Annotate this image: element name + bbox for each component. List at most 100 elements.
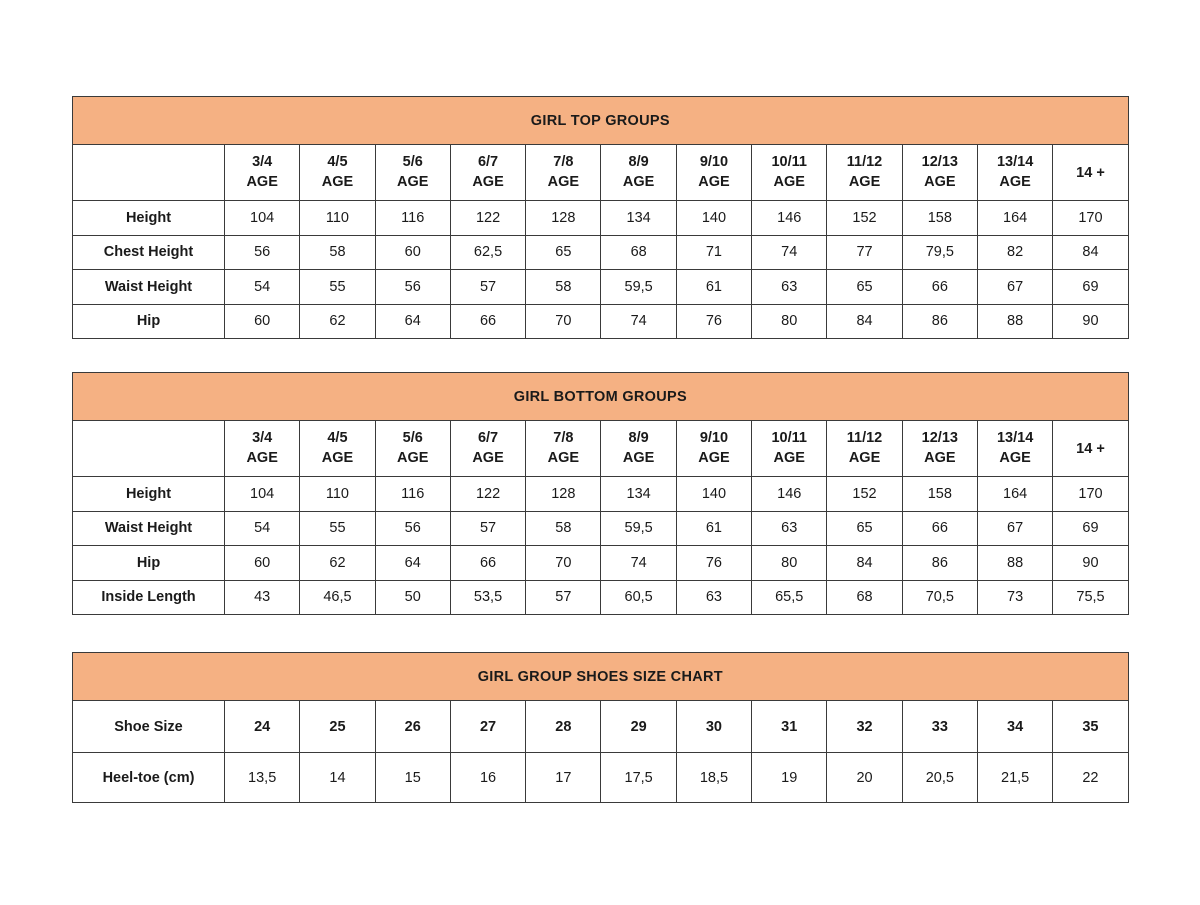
cell: 70,5 [901, 579, 978, 615]
cell: 75,5 [1052, 579, 1129, 615]
cell: 17 [525, 752, 602, 803]
row-label: Chest Height [72, 234, 225, 270]
cell: 61 [675, 269, 753, 305]
column-size-label: 10/11 [771, 153, 807, 170]
cell: 122 [449, 200, 527, 236]
cell: 65 [525, 234, 602, 270]
cell: 76 [675, 303, 753, 339]
table-header-row: 3/4 AGE 4/5 AGE 5/6 AGE 6/7 AGE [72, 144, 1129, 201]
column-unit-label: AGE [773, 449, 805, 466]
cell: 21,5 [976, 752, 1054, 803]
column-header-13-14: 13/14 AGE [976, 144, 1054, 201]
cell: 19 [751, 752, 828, 803]
column-size-label: 11/12 [846, 153, 883, 170]
column-size-label: 3/4 [252, 429, 273, 446]
column-size-label: 5/6 [402, 429, 423, 446]
column-unit-label: AGE [698, 449, 730, 466]
cell: 56 [374, 269, 451, 305]
column-header-6-7: 6/7 AGE [449, 420, 527, 477]
cell: 54 [223, 510, 301, 546]
column-size-label: 5/6 [402, 153, 423, 170]
row-label: Shoe Size [72, 700, 225, 753]
column-size-label: 3/4 [252, 153, 273, 170]
cell: 82 [976, 234, 1054, 270]
cell: 57 [525, 579, 602, 615]
column-header-8-9: 8/9 AGE [600, 420, 677, 477]
cell: 60 [223, 545, 301, 581]
cell: 15 [374, 752, 451, 803]
column-unit-label: AGE [698, 173, 730, 190]
column-unit-label: AGE [547, 173, 580, 190]
column-unit-label: AGE [246, 449, 278, 466]
column-unit-label: AGE [472, 449, 504, 466]
cell: 146 [751, 476, 828, 512]
cell: 158 [901, 476, 978, 512]
column-header-7-8: 7/8 AGE [525, 420, 602, 477]
column-header-11-12: 11/12 AGE [826, 144, 903, 201]
cell: 27 [449, 700, 527, 753]
cell: 158 [901, 200, 978, 236]
column-unit-label: AGE [848, 173, 881, 190]
table-row: Heel-toe (cm) 13,5 14 15 16 17 17,5 18,5… [72, 752, 1129, 803]
column-header-4-5: 4/5 AGE [299, 420, 376, 477]
column-header-14-plus: 14 + [1052, 420, 1129, 477]
cell: 57 [449, 510, 527, 546]
cell: 69 [1052, 510, 1129, 546]
column-header-11-12: 11/12 AGE [826, 420, 903, 477]
column-header-3-4: 3/4 AGE [223, 420, 301, 477]
cell: 63 [751, 269, 828, 305]
column-unit-label: AGE [246, 173, 278, 190]
cell: 60,5 [600, 579, 677, 615]
cell: 66 [901, 510, 978, 546]
table-title-row: GIRL TOP GROUPS [72, 96, 1129, 145]
cell: 67 [976, 510, 1054, 546]
table-row: Hip 60 62 64 66 70 74 76 80 84 86 88 90 [72, 545, 1129, 581]
girl-top-groups-table: GIRL TOP GROUPS 3/4 AGE 4/5 AGE 5/6 AGE [72, 96, 1129, 339]
cell: 84 [1052, 234, 1129, 270]
column-unit-label: AGE [321, 173, 354, 190]
cell: 110 [299, 476, 376, 512]
cell: 76 [675, 545, 753, 581]
column-size-label: 9/10 [699, 429, 729, 446]
table-row: Height 104 110 116 122 128 134 140 146 1… [72, 476, 1129, 512]
cell: 70 [525, 303, 602, 339]
column-size-label: 8/9 [628, 153, 649, 170]
cell: 77 [826, 234, 903, 270]
column-size-label: 4/5 [327, 153, 348, 170]
table-row: Waist Height 54 55 56 57 58 59,5 61 63 6… [72, 510, 1129, 546]
column-header-10-11: 10/11 AGE [751, 420, 828, 477]
row-label: Hip [72, 545, 225, 581]
cell: 66 [449, 545, 527, 581]
cell: 65,5 [751, 579, 828, 615]
column-header-9-10: 9/10 AGE [675, 420, 753, 477]
girl-top-groups-block: GIRL TOP GROUPS 3/4 AGE 4/5 AGE 5/6 AGE [72, 96, 1129, 339]
column-size-label: 6/7 [477, 153, 499, 170]
corner-cell [72, 420, 225, 477]
column-unit-label: AGE [397, 449, 429, 466]
page-title: GIRL GROUP SHOES SIZE CHART [72, 652, 1129, 701]
cell: 73 [976, 579, 1054, 615]
cell: 53,5 [449, 579, 527, 615]
cell: 29 [600, 700, 677, 753]
cell: 152 [826, 200, 903, 236]
cell: 28 [525, 700, 602, 753]
cell: 90 [1052, 303, 1129, 339]
column-unit-label: AGE [924, 449, 956, 466]
table-title-row: GIRL GROUP SHOES SIZE CHART [72, 652, 1129, 701]
cell: 164 [976, 476, 1054, 512]
row-label: Inside Length [72, 579, 225, 615]
column-unit-label: AGE [773, 173, 805, 190]
column-unit-label: AGE [321, 449, 354, 466]
cell: 128 [525, 476, 602, 512]
cell: 55 [299, 510, 376, 546]
column-header-10-11: 10/11 AGE [751, 144, 828, 201]
cell: 22 [1052, 752, 1129, 803]
cell: 134 [600, 476, 677, 512]
cell: 62,5 [449, 234, 527, 270]
cell: 16 [449, 752, 527, 803]
cell: 104 [223, 200, 301, 236]
cell: 80 [751, 303, 828, 339]
cell: 59,5 [600, 269, 677, 305]
table-header-row: 3/4 AGE 4/5 AGE 5/6 AGE 6/7 AGE [72, 420, 1129, 477]
corner-cell [72, 144, 225, 201]
